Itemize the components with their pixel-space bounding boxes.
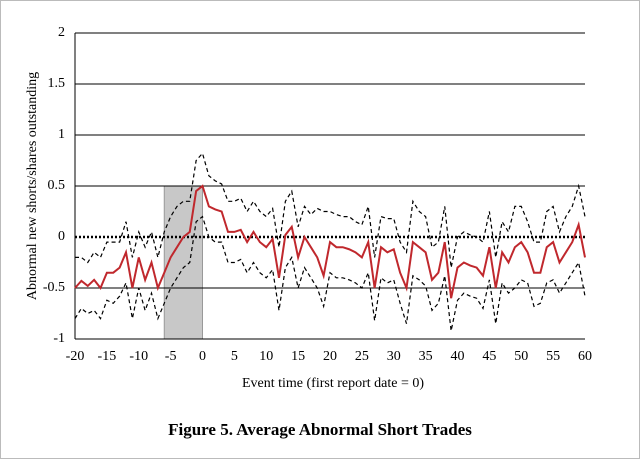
y-tick-label: 1	[58, 127, 65, 142]
mean-line	[74, 184, 586, 299]
y-tick-label: 0	[58, 229, 65, 244]
x-tick-label: 30	[387, 349, 401, 364]
x-tick-label: -15	[98, 349, 117, 364]
x-tick-label: 40	[451, 349, 465, 364]
x-tick-label: 15	[291, 349, 305, 364]
x-axis-label: Event time (first report date = 0)	[242, 376, 424, 391]
band-line	[74, 215, 586, 331]
y-tick-label: 2	[58, 25, 65, 40]
x-tick-label: 45	[482, 349, 496, 364]
x-tick-label: -10	[129, 349, 148, 364]
chart-title: Figure 5. Average Abnormal Short Trades	[168, 420, 472, 439]
y-axis-label: Abnormal new shorts/shares outstanding	[25, 72, 40, 300]
shaded-region	[163, 185, 203, 340]
x-tick-label: 55	[546, 349, 560, 364]
x-tick-label: 60	[578, 349, 592, 364]
x-tick-label: 20	[323, 349, 337, 364]
y-tick-label: 1.5	[48, 76, 66, 91]
x-tick-label: -5	[165, 349, 177, 364]
x-tick-label: 50	[514, 349, 528, 364]
x-tick-label: 35	[419, 349, 433, 364]
x-tick-label: 5	[231, 349, 238, 364]
y-tick-label: 0.5	[48, 178, 66, 193]
x-tick-label: 25	[355, 349, 369, 364]
y-tick-label: -0.5	[43, 280, 65, 295]
band-line	[75, 152, 586, 268]
y-tick-label: -1	[53, 331, 65, 346]
x-tick-label: -20	[66, 349, 85, 364]
x-tick-label: 10	[259, 349, 273, 364]
x-tick-label: 0	[199, 349, 206, 364]
